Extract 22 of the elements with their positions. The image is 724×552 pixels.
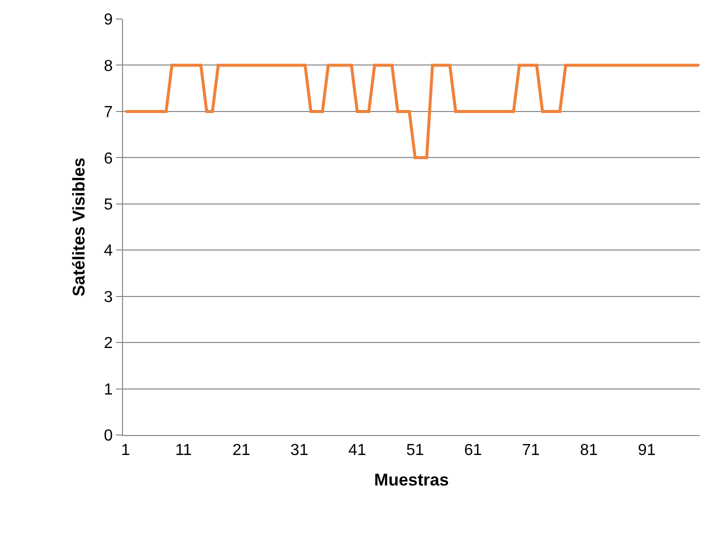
y-tick-label: 2: [104, 335, 113, 352]
x-tick-label: 51: [406, 442, 424, 460]
y-tick-label: 3: [104, 288, 113, 306]
x-tick-label: 31: [290, 442, 308, 460]
x-axis-title: Muestras: [374, 470, 449, 490]
x-tick-label: 11: [175, 442, 192, 460]
x-tick-label: 91: [638, 442, 656, 460]
y-tick-label: 0: [104, 428, 113, 445]
y-tick-label: 5: [104, 196, 113, 214]
y-tick-label: 7: [104, 104, 113, 122]
y-axis-title: Satélites Visibles: [69, 158, 88, 296]
y-tick-label: 6: [104, 150, 113, 168]
x-tick-label: 71: [522, 442, 540, 460]
y-tick-label: 9: [104, 12, 113, 29]
x-tick-label: 21: [232, 442, 250, 460]
y-tick-label: 4: [104, 242, 113, 260]
y-tick-label: 8: [104, 58, 113, 75]
x-tick-label: 81: [580, 442, 598, 460]
x-tick-label: 41: [348, 442, 366, 460]
x-tick-label: 61: [464, 442, 482, 460]
y-tick-label: 1: [104, 381, 113, 398]
x-tick-label: 1: [121, 442, 130, 460]
